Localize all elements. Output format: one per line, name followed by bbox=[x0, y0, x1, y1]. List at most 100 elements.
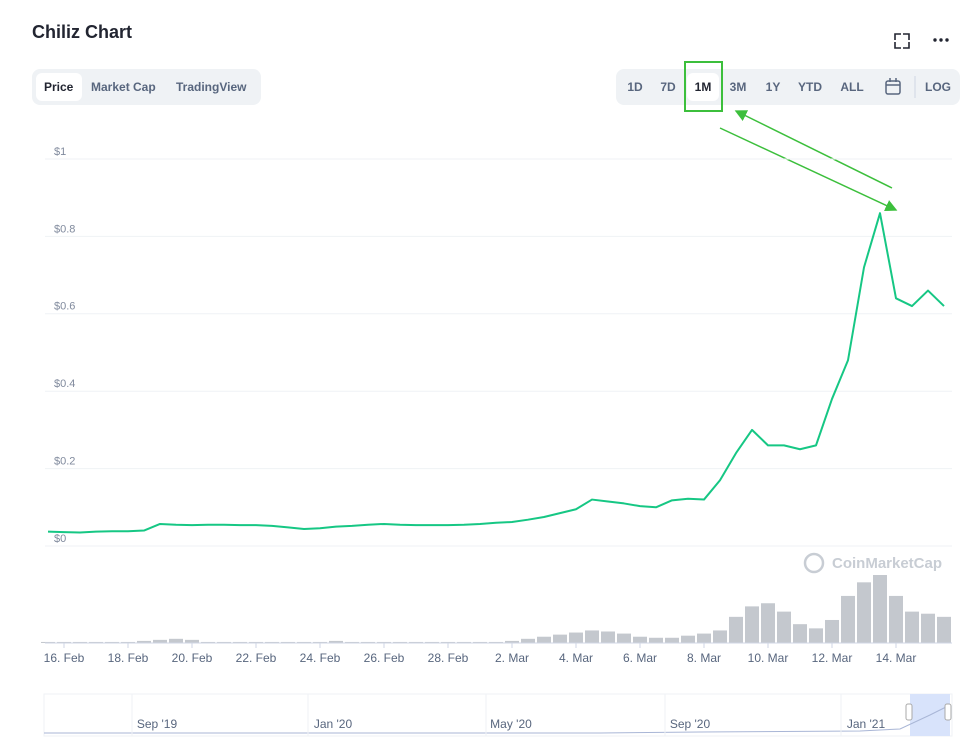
volume-bar bbox=[729, 616, 743, 643]
volume-bar bbox=[265, 641, 279, 643]
volume-bar bbox=[649, 637, 663, 643]
watermark: CoinMarketCap bbox=[803, 552, 942, 574]
volume-bar bbox=[345, 641, 359, 643]
volume-bar bbox=[41, 641, 55, 643]
volume-bar bbox=[745, 606, 759, 643]
x-tick-label: 24. Feb bbox=[300, 651, 341, 665]
tab[interactable]: Price bbox=[44, 80, 74, 94]
chart-title: Chiliz Chart bbox=[32, 22, 132, 42]
navigator-handle[interactable] bbox=[944, 703, 952, 721]
volume-bar bbox=[169, 638, 183, 643]
y-tick-label: $0.6 bbox=[54, 301, 75, 313]
volume-bar bbox=[937, 616, 951, 643]
volume-bar bbox=[633, 636, 647, 643]
x-tick-label: 28. Feb bbox=[428, 651, 469, 665]
log-button[interactable]: LOG bbox=[925, 80, 951, 94]
x-tick-label: 8. Mar bbox=[687, 651, 721, 665]
volume-bar bbox=[617, 633, 631, 643]
x-tick-label: 14. Mar bbox=[876, 651, 917, 665]
volume-bar bbox=[201, 641, 215, 643]
x-tick-label: 20. Feb bbox=[172, 651, 213, 665]
volume-bar bbox=[441, 641, 455, 643]
volume-bar bbox=[89, 641, 103, 643]
volume-bar bbox=[793, 624, 807, 643]
volume-bar bbox=[809, 628, 823, 643]
range-button[interactable]: 3M bbox=[730, 80, 747, 94]
volume-bar bbox=[665, 637, 679, 643]
volume-bar bbox=[249, 641, 263, 643]
x-tick-label: 4. Mar bbox=[559, 651, 593, 665]
volume-bar bbox=[153, 639, 167, 643]
volume-bar bbox=[425, 641, 439, 643]
tab-group bbox=[32, 69, 261, 105]
x-tick-label: 22. Feb bbox=[236, 651, 277, 665]
y-tick-label: $0.8 bbox=[54, 223, 75, 235]
volume-bar bbox=[553, 634, 567, 643]
volume-bar bbox=[681, 635, 695, 643]
volume-bar bbox=[313, 641, 327, 643]
volume-bar bbox=[889, 595, 903, 643]
volume-bar bbox=[73, 641, 87, 643]
volume-bar bbox=[489, 641, 503, 643]
volume-bar bbox=[217, 641, 231, 643]
volume-bar bbox=[537, 636, 551, 643]
navigator-label: Sep '19 bbox=[137, 717, 178, 731]
volume-bar bbox=[521, 638, 535, 643]
x-tick-label: 18. Feb bbox=[108, 651, 149, 665]
volume-bar bbox=[857, 582, 871, 643]
navigator-handle[interactable] bbox=[905, 703, 913, 721]
volume-bar bbox=[297, 641, 311, 643]
volume-bar bbox=[137, 640, 151, 643]
navigator-label: Jan '21 bbox=[847, 717, 886, 731]
range-button[interactable]: 1Y bbox=[766, 80, 781, 94]
volume-bar bbox=[569, 632, 583, 643]
volume-bar bbox=[457, 641, 471, 643]
volume-bar bbox=[585, 630, 599, 643]
range-button[interactable]: 1D bbox=[627, 80, 643, 94]
volume-bar bbox=[121, 641, 135, 643]
y-tick-label: $0.4 bbox=[54, 378, 75, 390]
calendar-icon[interactable] bbox=[885, 78, 901, 95]
volume-bar bbox=[409, 641, 423, 643]
navigator-label: Sep '20 bbox=[670, 717, 711, 731]
active-range bbox=[687, 73, 719, 101]
range-button[interactable]: 1M bbox=[695, 80, 712, 94]
y-tick-label: $0.2 bbox=[54, 456, 75, 468]
range-button[interactable]: YTD bbox=[798, 80, 822, 94]
navigator-label: May '20 bbox=[490, 717, 532, 731]
fullscreen-icon[interactable] bbox=[894, 33, 910, 49]
volume-bar bbox=[777, 611, 791, 643]
y-tick-label: $0 bbox=[54, 533, 66, 545]
volume-bar bbox=[185, 639, 199, 643]
x-tick-label: 16. Feb bbox=[44, 651, 85, 665]
range-button[interactable]: 7D bbox=[660, 80, 676, 94]
tab[interactable]: Market Cap bbox=[91, 80, 156, 94]
volume-bar bbox=[393, 641, 407, 643]
navigator-line bbox=[44, 704, 951, 734]
x-tick-label: 12. Mar bbox=[812, 651, 853, 665]
tab[interactable]: TradingView bbox=[176, 80, 247, 94]
volume-bar bbox=[57, 641, 71, 643]
volume-bar bbox=[873, 575, 887, 643]
volume-bar bbox=[233, 641, 247, 643]
x-tick-label: 6. Mar bbox=[623, 651, 657, 665]
annotation-arrow bbox=[734, 110, 893, 189]
range-button[interactable]: ALL bbox=[840, 80, 863, 94]
volume-bar bbox=[761, 603, 775, 643]
volume-bar bbox=[601, 631, 615, 643]
highlight-box bbox=[684, 61, 723, 112]
more-icon[interactable] bbox=[933, 38, 949, 42]
x-tick-label: 2. Mar bbox=[495, 651, 529, 665]
volume-bar bbox=[505, 640, 519, 643]
volume-bar bbox=[329, 640, 343, 643]
volume-bar bbox=[697, 633, 711, 643]
volume-bar bbox=[905, 611, 919, 643]
volume-bar bbox=[473, 641, 487, 643]
volume-bar bbox=[377, 641, 391, 643]
volume-bar bbox=[281, 641, 295, 643]
navigator[interactable] bbox=[43, 693, 953, 737]
annotation-arrow bbox=[719, 127, 898, 212]
volume-bar bbox=[105, 641, 119, 643]
